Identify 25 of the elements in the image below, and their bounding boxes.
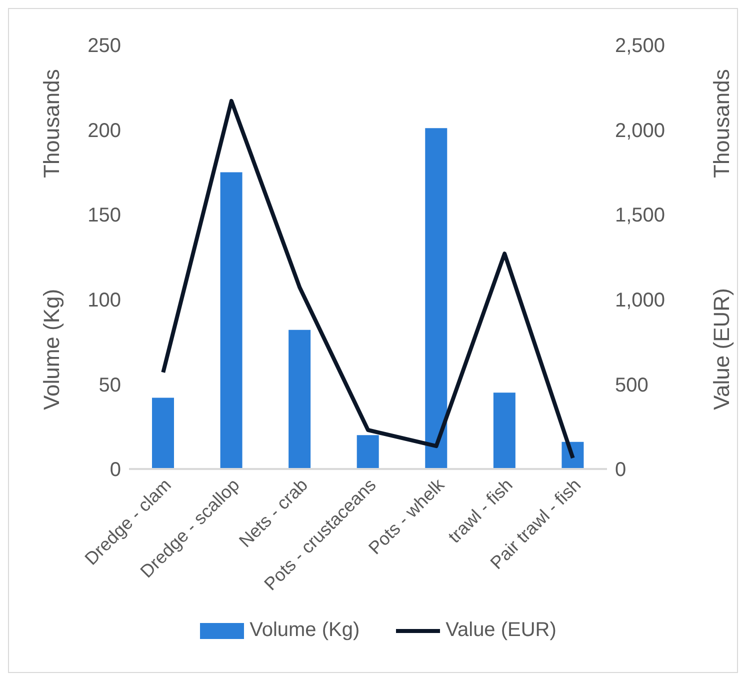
y2-tick-label: 500	[615, 374, 648, 396]
text: Thousands	[39, 68, 65, 180]
bar	[493, 392, 516, 469]
y-tick-label: 100	[88, 290, 121, 312]
text: Thousands	[709, 68, 735, 180]
y2-tick-label: 2,500	[615, 35, 666, 58]
bar	[152, 398, 174, 469]
bar	[356, 435, 379, 469]
y2-tick-label: 1,000	[615, 290, 666, 312]
y2-tick-label: 2,000	[615, 120, 666, 142]
bar	[220, 172, 242, 469]
y2-axis-title: Value (EUR)	[709, 287, 735, 412]
y-tick-label: 250	[88, 35, 121, 58]
y2-tick-label: 0	[615, 459, 626, 482]
y-tick-label: 150	[88, 204, 121, 227]
bar	[425, 128, 448, 469]
y-axis-title: Volume (Kg)	[39, 287, 65, 412]
bar	[288, 330, 311, 469]
line-series	[161, 98, 575, 460]
y-tick-label: 50	[98, 374, 121, 396]
legend-label: Volume (Kg)	[248, 619, 360, 642]
y-tick-label: 0	[110, 459, 121, 482]
y2-tick-label: 1,500	[615, 204, 666, 227]
legend-label: Value (EUR)	[444, 619, 556, 642]
y-tick-label: 200	[88, 120, 121, 142]
